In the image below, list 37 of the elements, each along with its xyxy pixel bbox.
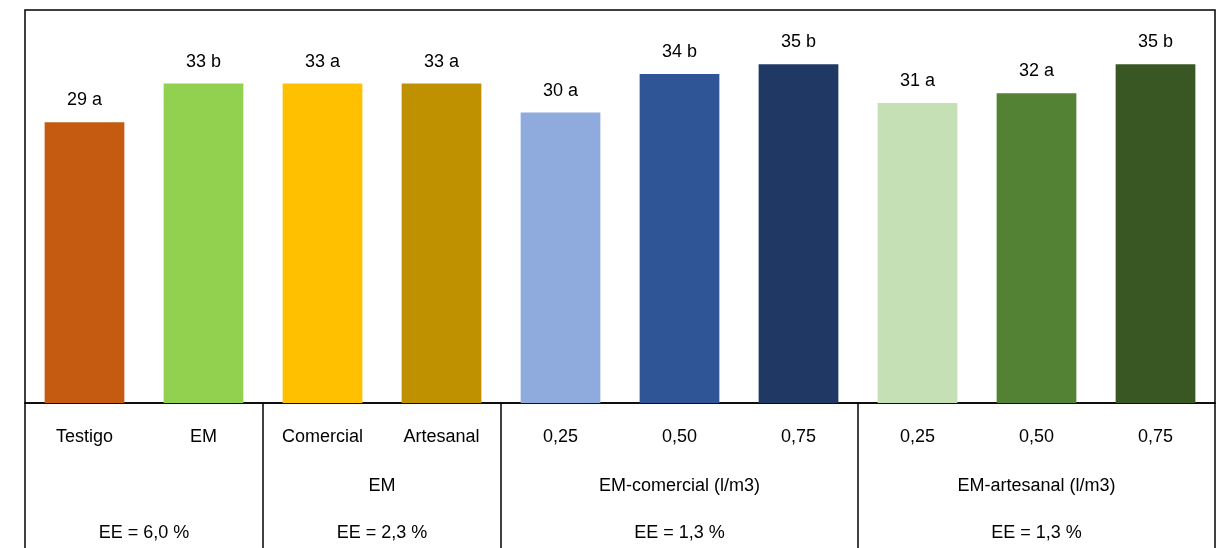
data-label: 32 a — [1018, 60, 1055, 81]
x-tick-label: 0,75 — [1137, 426, 1174, 446]
data-label: 33 a — [304, 50, 341, 71]
bar — [282, 83, 363, 403]
text: EE = 6,0 % — [98, 522, 190, 542]
x-tick-label: Testigo — [55, 426, 114, 446]
x-tick-label: Comercial — [281, 426, 364, 446]
text: EE = 1,3 % — [634, 522, 725, 542]
x-tick-label: 0,50 — [661, 426, 698, 446]
data-label: 33 b — [185, 50, 222, 71]
bar — [996, 93, 1077, 403]
bar — [163, 83, 244, 403]
x-tick-label: 0,25 — [542, 426, 579, 446]
text: EM-comercial (l/m3) — [598, 475, 761, 495]
bar — [758, 64, 839, 403]
bar — [1115, 64, 1196, 403]
data-label: 33 a — [423, 50, 460, 71]
bar — [877, 102, 958, 403]
bar — [639, 73, 720, 403]
data-label: 31 a — [899, 69, 936, 90]
bar — [401, 83, 482, 403]
bar — [520, 112, 601, 403]
data-label: 30 a — [542, 79, 579, 100]
data-label: 35 b — [780, 31, 817, 52]
x-tick-label: 0,75 — [780, 426, 817, 446]
data-label: 29 a — [66, 89, 103, 110]
text: EE = 2,3 % — [336, 522, 428, 542]
data-label: 35 b — [1137, 31, 1174, 52]
bar — [44, 122, 125, 403]
text: EM-artesanal (l/m3) — [957, 475, 1116, 495]
x-tick-label: EM — [190, 426, 217, 446]
text: EE = 1,3 % — [991, 522, 1082, 542]
text: EM — [368, 475, 396, 495]
data-label: 34 b — [661, 40, 698, 61]
x-tick-label: 0,50 — [1018, 426, 1055, 446]
x-tick-label: 0,25 — [899, 426, 936, 446]
x-tick-label: Artesanal — [403, 426, 480, 446]
